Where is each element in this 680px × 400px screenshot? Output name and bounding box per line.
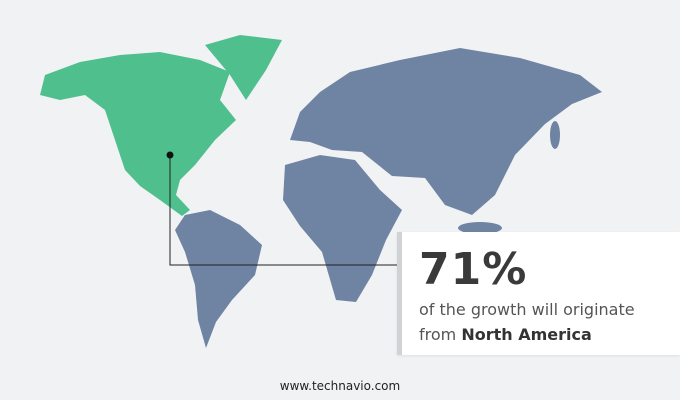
indonesia [458,222,502,234]
growth-percent: 71% [419,244,528,295]
growth-text: of the growth will originate [419,300,635,319]
africa [283,155,402,302]
south-america [175,210,262,348]
growth-region-text: from North America [419,325,592,344]
north-america-region [40,35,282,216]
callout-line [169,155,400,266]
region-name: North America [461,325,592,344]
highlight-card: 71% of the growth will originate from No… [397,232,680,355]
greenland [205,35,282,100]
callout-marker [166,151,174,159]
japan [550,121,560,149]
website-footer: www.technavio.com [279,379,401,393]
north-america [40,52,236,216]
from-text: from [419,325,457,344]
eurasia [290,48,602,215]
